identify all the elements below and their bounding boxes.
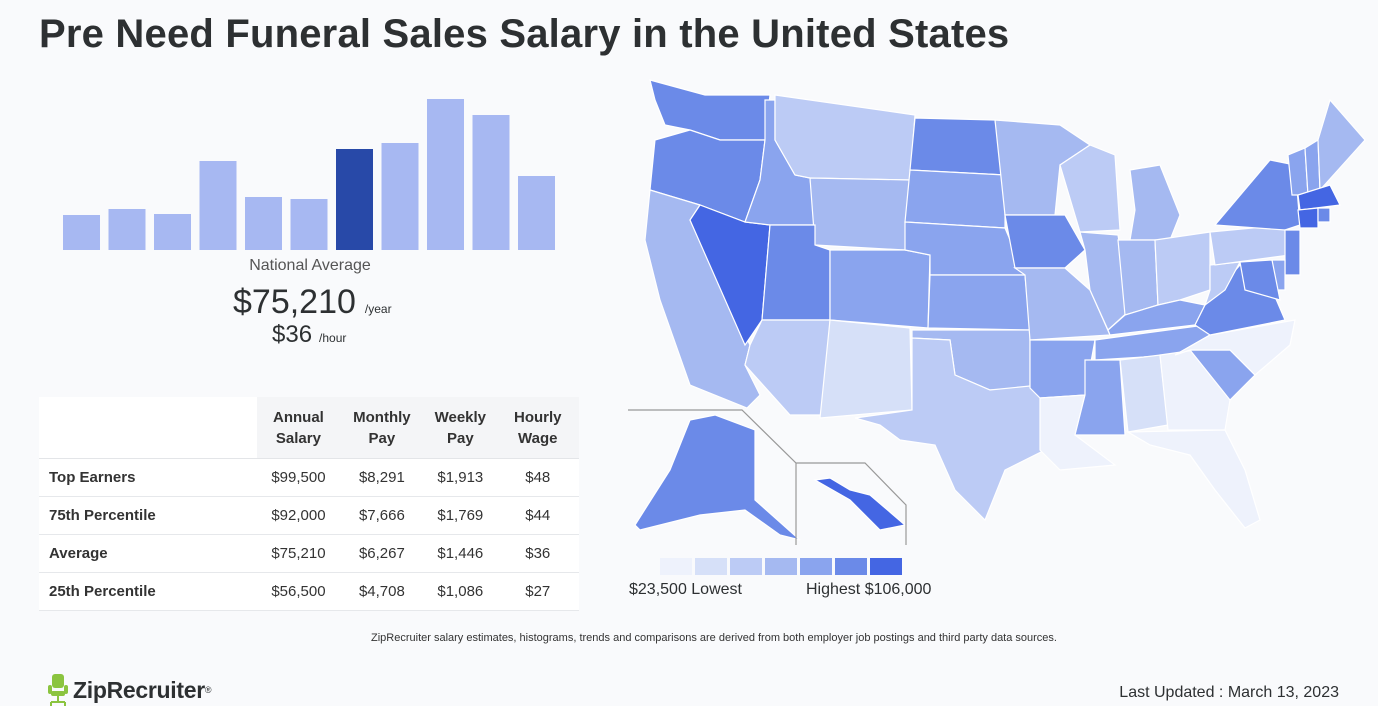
state-ks [927, 274, 1031, 331]
state-ct [1297, 207, 1319, 229]
table-header-weekly: Weekly Pay [424, 397, 497, 459]
cell-weekly: $1,769 [424, 496, 497, 535]
state-ak [634, 414, 801, 541]
histogram-bar [245, 197, 282, 250]
state-ky [1107, 299, 1206, 336]
cell-annual: $99,500 [257, 458, 340, 497]
cell-hourly: $36 [496, 534, 579, 573]
cell-monthly: $7,666 [339, 496, 425, 535]
state-ms [1074, 359, 1126, 436]
hourly-average: $36 /hour [272, 321, 346, 349]
table-row: Top Earners $99,500 $8,291 $1,913 $48 [39, 458, 579, 497]
page-title: Pre Need Funeral Sales Salary in the Uni… [39, 12, 1010, 56]
histogram-bar [199, 161, 237, 250]
legend-swatch [835, 558, 867, 575]
legend-low-label: $23,500 Lowest [629, 581, 742, 598]
state-pa [1209, 224, 1291, 266]
cell-weekly: $1,086 [424, 572, 497, 611]
histogram-bar [290, 199, 328, 250]
cell-hourly: $48 [496, 458, 579, 497]
histogram-bar [472, 115, 510, 250]
last-updated: Last Updated : March 13, 2023 [1119, 684, 1339, 701]
salary-histogram [63, 99, 555, 250]
table-row: 75th Percentile $92,000 $7,666 $1,769 $4… [39, 496, 579, 535]
state-fl [1125, 429, 1261, 529]
legend-swatch [800, 558, 832, 575]
table-header-annual: Annual Salary [257, 397, 340, 459]
cell-monthly: $4,708 [339, 572, 425, 611]
map-legend [660, 558, 905, 575]
state-tx [854, 337, 1046, 522]
cell-annual: $56,500 [257, 572, 340, 611]
table-header-hourly: Hourly Wage [496, 397, 579, 459]
legend-swatch [765, 558, 797, 575]
histogram-bar [108, 209, 146, 250]
hourly-unit: /hour [319, 331, 347, 345]
cell-annual: $92,000 [257, 496, 340, 535]
cell-weekly: $1,446 [424, 534, 497, 573]
registered-mark: ® [204, 685, 212, 695]
table-header-blank [39, 397, 258, 459]
state-nj [1284, 229, 1301, 276]
hourly-average-value: $36 [272, 321, 313, 348]
ziprecruiter-wordmark: ZipRecruiter [73, 676, 205, 703]
state-md [1239, 259, 1281, 301]
table-row: 25th Percentile $56,500 $4,708 $1,086 $2… [39, 572, 579, 611]
cell-hourly: $44 [496, 496, 579, 535]
state-nm [819, 319, 913, 419]
state-in [1117, 239, 1159, 316]
cell-weekly: $1,913 [424, 458, 497, 497]
salary-table: Annual Salary Monthly Pay Weekly Pay Hou… [39, 397, 579, 611]
state-me [1317, 98, 1366, 192]
table-header-monthly: Monthly Pay [339, 397, 425, 459]
annual-unit: /year [364, 302, 392, 316]
histogram-bar [63, 215, 100, 250]
annual-average: $75,210 /year [233, 283, 392, 322]
state-wi [1059, 144, 1121, 233]
chair-logo-icon [48, 674, 68, 706]
legend-swatch [730, 558, 762, 575]
table-row: Average $75,210 $6,267 $1,446 $36 [39, 534, 579, 573]
table-header-row: Annual Salary Monthly Pay Weekly Pay Hou… [39, 397, 579, 459]
legend-swatch [870, 558, 902, 575]
state-az [744, 319, 831, 416]
row-label: Top Earners [39, 458, 258, 497]
ziprecruiter-logo[interactable]: ZipRecruiter ® [47, 674, 212, 706]
state-mi [1129, 164, 1181, 241]
cell-hourly: $27 [496, 572, 579, 611]
cell-monthly: $8,291 [339, 458, 425, 497]
cell-monthly: $6,267 [339, 534, 425, 573]
state-hi [813, 477, 907, 531]
state-ma [1297, 184, 1341, 211]
state-ny [1213, 159, 1301, 231]
state-wy [809, 177, 911, 251]
data-source-footnote: ZipRecruiter salary estimates, histogram… [371, 632, 1057, 644]
state-oh [1154, 231, 1211, 306]
us-salary-map [628, 79, 1366, 545]
legend-high-label: Highest $106,000 [806, 581, 932, 598]
legend-swatch [695, 558, 727, 575]
row-label: Average [39, 534, 258, 573]
state-ia [1004, 214, 1086, 269]
national-average-label: National Average [249, 257, 371, 274]
state-ri [1317, 207, 1331, 223]
state-sd [904, 169, 1006, 229]
row-label: 25th Percentile [39, 572, 258, 611]
cell-annual: $75,210 [257, 534, 340, 573]
state-mt [774, 94, 916, 181]
annual-average-value: $75,210 [233, 283, 356, 321]
state-co [829, 249, 931, 329]
row-label: 75th Percentile [39, 496, 258, 535]
state-wa [649, 79, 771, 141]
state-nd [909, 117, 1006, 176]
histogram-bar-highlight [336, 149, 373, 250]
histogram-bar [381, 143, 419, 250]
histogram-bar [518, 176, 555, 250]
histogram-bar [427, 99, 464, 250]
legend-swatch [660, 558, 692, 575]
inset-divider [628, 409, 907, 545]
histogram-bar [154, 214, 191, 250]
